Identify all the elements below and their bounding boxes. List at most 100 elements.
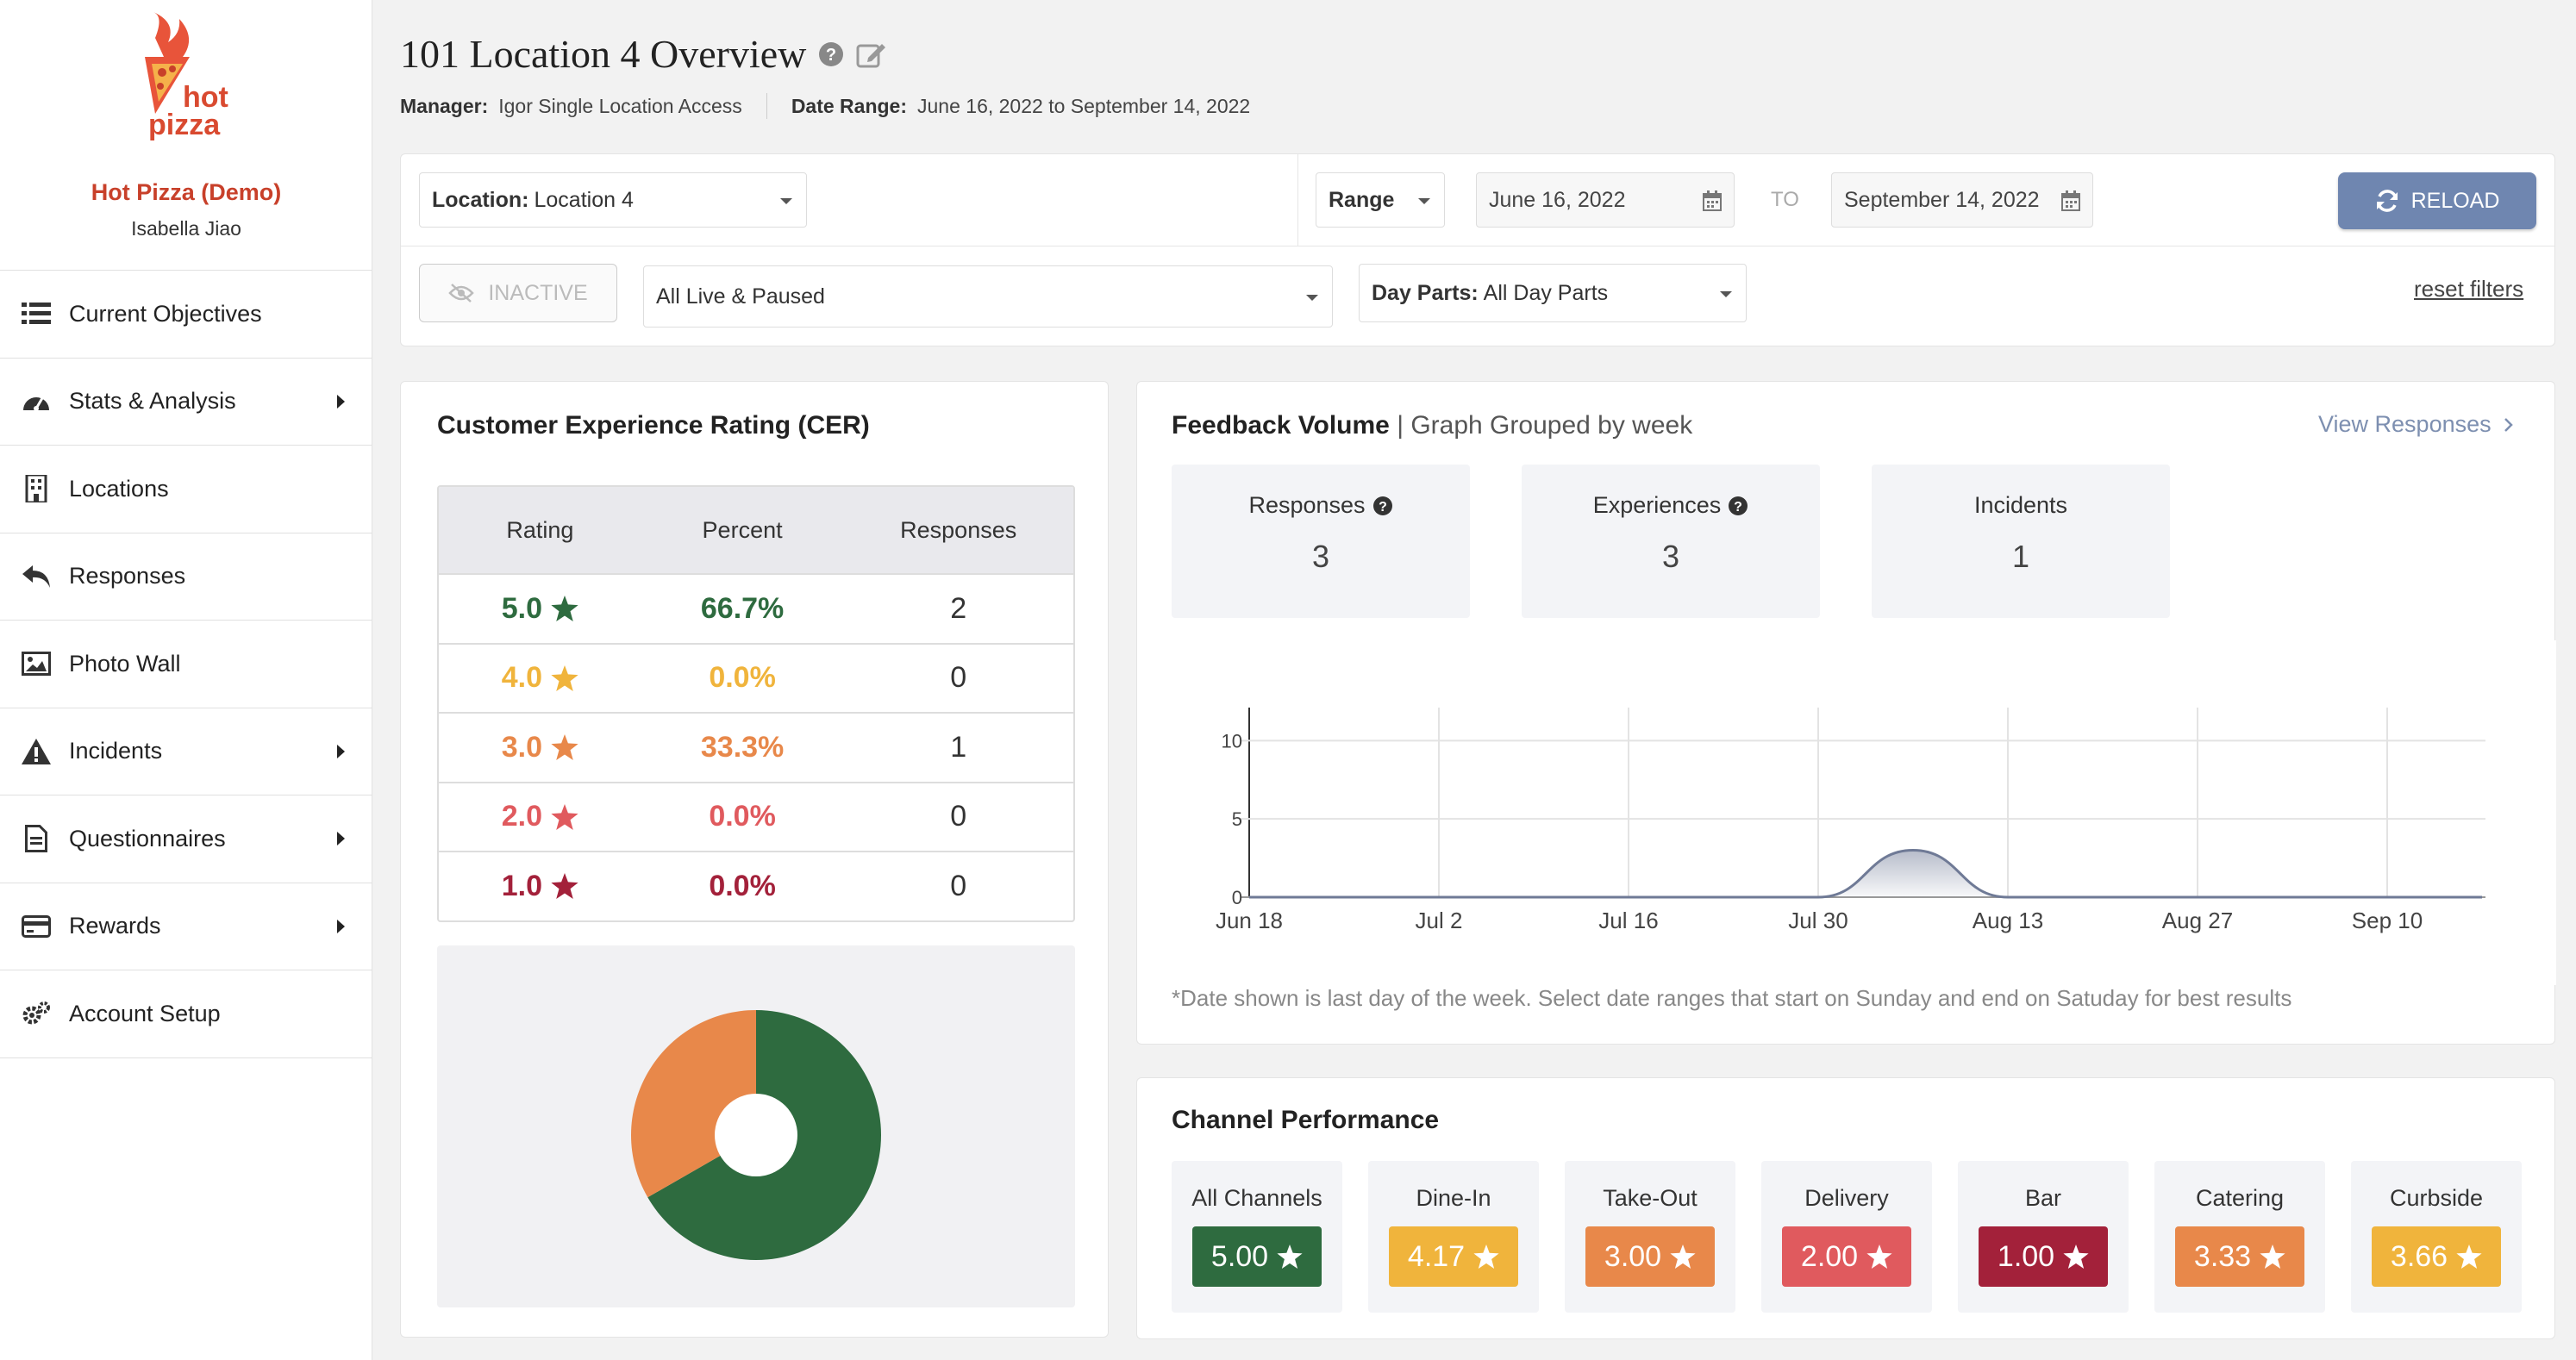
stat-experiences: Experiences ? 3 — [1522, 465, 1820, 618]
list-icon — [21, 298, 52, 329]
table-row: 4.0 0.0% 0 — [439, 642, 1073, 713]
stat-incidents: Incidents 1 — [1872, 465, 2170, 618]
channel-label: All Channels — [1191, 1185, 1322, 1211]
channel-box: Delivery 2.00 — [1761, 1161, 1932, 1313]
filters-divider — [1297, 154, 1298, 246]
star-icon — [2063, 1245, 2089, 1269]
sidebar: hot pizza Hot Pizza (Demo) Isabella Jiao… — [0, 0, 372, 1360]
rating-value: 4.0 — [501, 661, 542, 695]
edit-icon[interactable] — [856, 41, 887, 68]
chevron-right-icon — [2504, 417, 2513, 432]
feedback-subtitle: | Graph Grouped by week — [1397, 411, 1693, 440]
star-icon — [551, 803, 578, 830]
channel-performance-card: Channel Performance All Channels 5.00 Dine… — [1136, 1077, 2555, 1339]
reply-icon — [21, 561, 52, 592]
svg-text:?: ? — [1379, 500, 1387, 515]
sidebar-item-label: Incidents — [69, 738, 163, 764]
help-icon[interactable]: ? — [1728, 496, 1748, 516]
channel-rating-badge: 3.00 — [1585, 1226, 1715, 1287]
page-meta: Manager: Igor Single Location Access Dat… — [400, 93, 1250, 119]
star-icon — [1277, 1245, 1303, 1269]
stat-label: Incidents — [1872, 492, 2170, 519]
start-date-input[interactable]: June 16, 2022 — [1476, 172, 1735, 228]
reload-label: RELOAD — [2410, 188, 2500, 213]
y-tick-label: 0 — [1232, 887, 1242, 908]
status-select[interactable]: All Live & Paused — [643, 265, 1333, 328]
series-line[interactable] — [1248, 848, 2482, 899]
rating-cell: 5.0 — [439, 592, 641, 626]
cer-pie-chart-container — [437, 945, 1075, 1307]
location-label: Location: — [432, 187, 529, 212]
reset-filters-link[interactable]: reset filters — [2414, 276, 2524, 302]
responses-cell: 2 — [950, 591, 967, 625]
cer-title: Customer Experience Rating (CER) — [437, 411, 870, 440]
channel-label: Catering — [2195, 1185, 2285, 1211]
hot-pizza-logo[interactable]: hot pizza — [129, 12, 241, 141]
inactive-toggle-button[interactable]: INACTIVE — [419, 264, 617, 322]
caret-down-icon — [1306, 295, 1318, 301]
date-range-label: Date Range: — [791, 94, 908, 117]
channel-title: Channel Performance — [1172, 1106, 1440, 1134]
cer-card: Customer Experience Rating (CER) Rating … — [400, 381, 1109, 1338]
reload-button[interactable]: RELOAD — [2338, 172, 2536, 229]
responses-cell: 0 — [950, 869, 967, 902]
stat-label-text: Responses — [1248, 492, 1366, 518]
location-select[interactable]: Location: Location 4 — [419, 172, 807, 228]
rating-cell: 3.0 — [439, 731, 641, 764]
sidebar-item-label: Responses — [69, 563, 186, 590]
sidebar-item-incidents[interactable]: Incidents — [0, 708, 372, 795]
sidebar-item-photo-wall[interactable]: Photo Wall — [0, 621, 372, 708]
star-icon — [1866, 1245, 1892, 1269]
inactive-label: INACTIVE — [488, 280, 588, 305]
y-tick-label: 10 — [1222, 730, 1242, 752]
sidebar-item-current-objectives[interactable]: Current Objectives — [0, 271, 372, 359]
stat-value: 3 — [1661, 539, 1680, 574]
help-icon[interactable]: ? — [818, 41, 844, 67]
view-responses-link[interactable]: View Responses — [2318, 411, 2514, 438]
sidebar-item-label: Photo Wall — [69, 650, 181, 677]
column-header-rating: Rating — [506, 516, 574, 543]
rating-cell: 2.0 — [439, 800, 641, 833]
channel-label: Curbside — [2389, 1185, 2484, 1211]
range-label: Range — [1329, 187, 1395, 212]
sidebar-item-locations[interactable]: Locations — [0, 446, 372, 533]
svg-text:?: ? — [826, 46, 836, 65]
help-icon[interactable]: ? — [1372, 496, 1393, 516]
cer-table-header: Rating Percent Responses — [439, 487, 1073, 573]
calendar-icon — [2061, 190, 2080, 211]
channel-box: Curbside 3.66 — [2351, 1161, 2522, 1313]
day-parts-label: Day Parts: — [1372, 280, 1479, 305]
channel-label: Delivery — [1804, 1185, 1889, 1211]
channel-box: Dine-In 4.17 — [1368, 1161, 1539, 1313]
caret-right-icon — [337, 394, 345, 409]
donut-hole — [715, 1094, 797, 1176]
rating-value: 2.0 — [501, 800, 542, 833]
logo-text-hot: hot — [183, 81, 228, 114]
feedback-volume-card: Feedback Volume | Graph Grouped by week … — [1136, 381, 2556, 1045]
sidebar-item-stats-analysis[interactable]: Stats & Analysis — [0, 359, 372, 446]
feedback-title-text: Feedback Volume — [1172, 411, 1390, 440]
sidebar-item-label: Locations — [69, 475, 169, 502]
day-parts-value: All Day Parts — [1483, 280, 1609, 305]
cer-donut-chart — [630, 1010, 881, 1260]
percent-cell: 66.7% — [700, 591, 785, 625]
channel-rating-badge: 2.00 — [1782, 1226, 1911, 1287]
rating-value: 3.0 — [501, 730, 542, 764]
column-header-percent: Percent — [702, 516, 783, 543]
svg-text:?: ? — [1734, 500, 1742, 515]
end-date-input[interactable]: September 14, 2022 — [1831, 172, 2093, 228]
sidebar-item-rewards[interactable]: Rewards — [0, 883, 372, 970]
rating-value: 1.0 — [501, 869, 542, 902]
sidebar-item-questionnaires[interactable]: Questionnaires — [0, 795, 372, 883]
star-icon — [551, 734, 578, 761]
sidebar-item-label: Questionnaires — [69, 825, 226, 852]
sidebar-item-account-setup[interactable]: Account Setup — [0, 970, 372, 1058]
channel-rating-value: 1.00 — [1997, 1239, 2055, 1273]
day-parts-select[interactable]: Day Parts: All Day Parts — [1359, 264, 1747, 322]
sidebar-item-responses[interactable]: Responses — [0, 533, 372, 621]
range-select[interactable]: Range — [1316, 172, 1445, 228]
x-tick-label: Jul 30 — [1788, 908, 1848, 933]
start-date-value: June 16, 2022 — [1489, 187, 1626, 212]
stat-label-text: Experiences — [1592, 492, 1722, 518]
chart-note: *Date shown is last day of the week. Sel… — [1172, 985, 2292, 1011]
